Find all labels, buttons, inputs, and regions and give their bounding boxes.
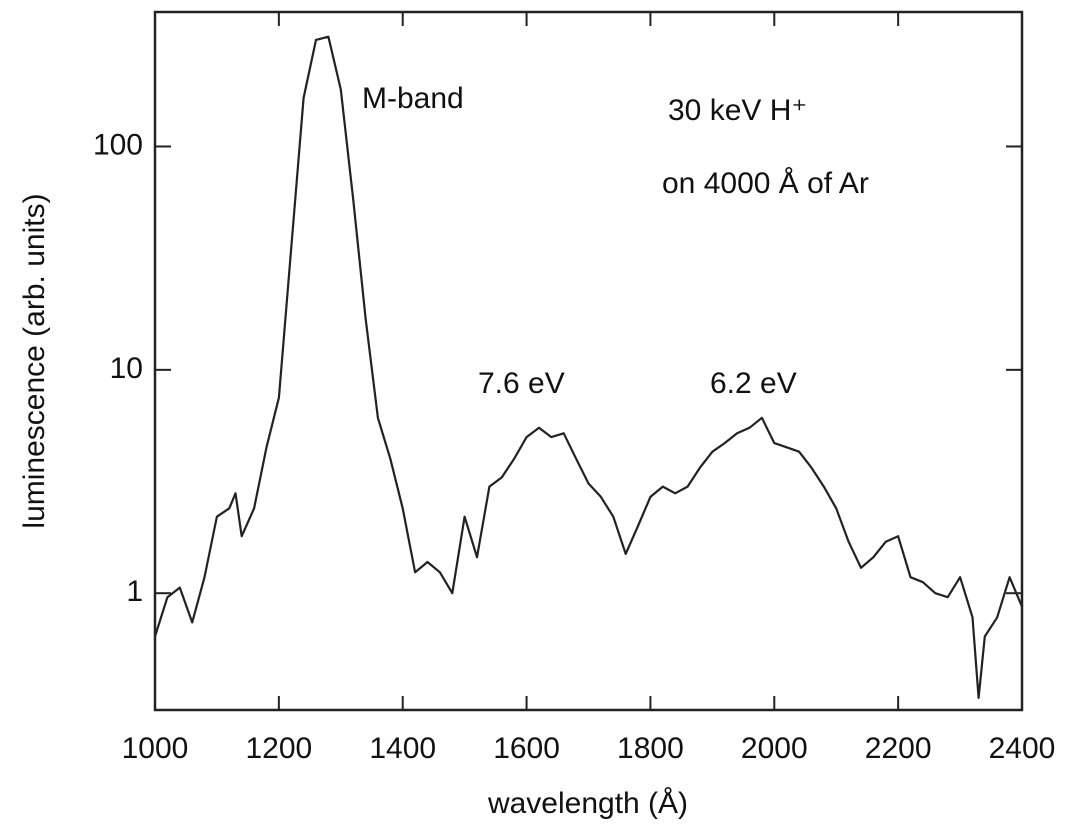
x-tick-label: 1200 (245, 732, 312, 765)
x-tick-label: 1600 (493, 732, 560, 765)
x-tick-label: 2400 (989, 732, 1056, 765)
spectrum-line (153, 35, 1024, 699)
plot-frame (153, 10, 1024, 712)
x-tick-label: 1400 (369, 732, 436, 765)
x-tick-label: 1800 (617, 732, 684, 765)
y-tick-label: 10 (110, 352, 143, 385)
y-axis-label: luminescence (arb. units) (18, 193, 51, 528)
x-axis-label: wavelength (Å) (487, 787, 688, 820)
x-tick-label: 2200 (865, 732, 932, 765)
y-tick-label: 1 (126, 575, 143, 608)
annotation: 6.2 eV (710, 367, 797, 400)
x-tick-label: 2000 (741, 732, 808, 765)
annotation: on 4000 Å of Ar (662, 167, 869, 200)
annotation: 30 keV H⁺ (668, 94, 807, 127)
annotation: M-band (362, 82, 464, 115)
annotation: 7.6 eV (478, 367, 565, 400)
x-tick-label: 1000 (122, 732, 189, 765)
y-tick-label: 100 (93, 128, 143, 161)
